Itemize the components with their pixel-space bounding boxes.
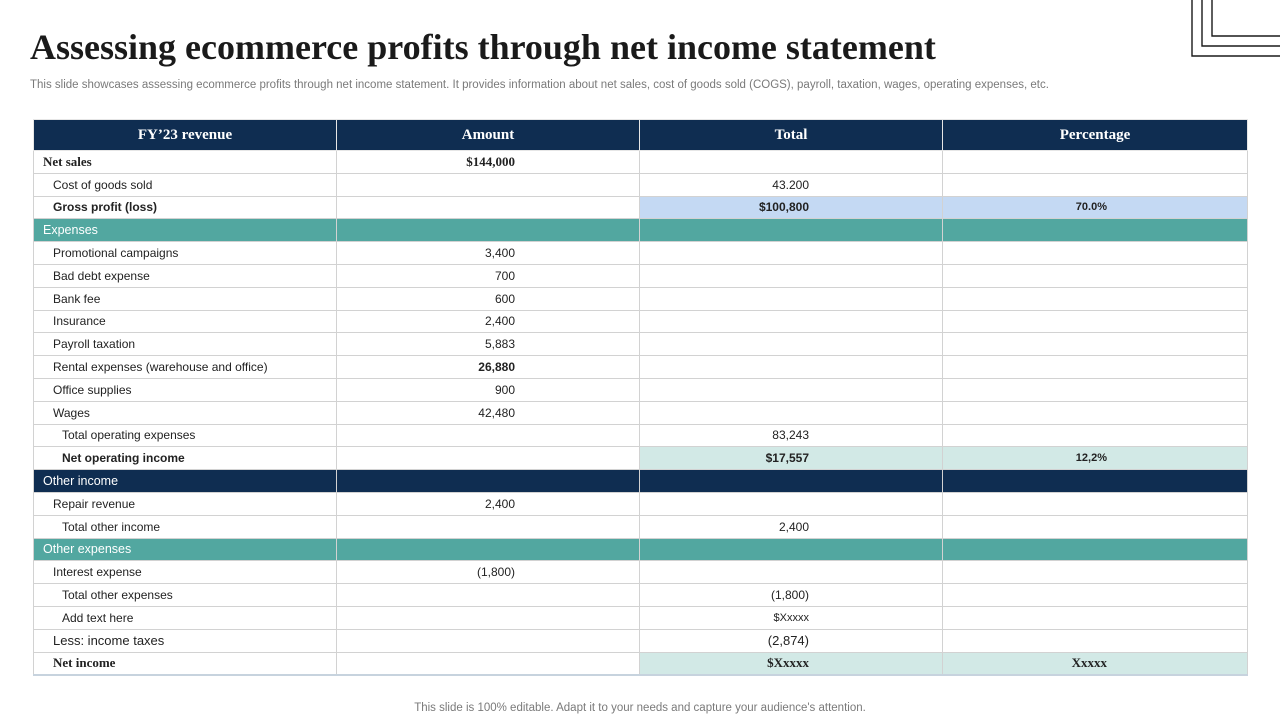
row-amount: 2,400 xyxy=(336,491,640,516)
table-row-interest-expense: Interest expense (1,800) xyxy=(33,560,1248,585)
row-label: Wages xyxy=(33,400,337,425)
row-label: Insurance xyxy=(33,309,337,334)
table-row-add-text: Add text here $Xxxxx xyxy=(33,605,1248,630)
table-row-gross-profit: Gross profit (loss) $100,800 70.0% xyxy=(33,195,1248,220)
row-label: Net sales xyxy=(33,150,337,174)
header-percentage: Percentage xyxy=(942,119,1248,151)
row-total: 2,400 xyxy=(639,514,943,539)
table-row-net-income: Net income $Xxxxx Xxxxx xyxy=(33,651,1248,677)
row-label: Total operating expenses xyxy=(33,423,337,448)
row-label: Office supplies xyxy=(33,377,337,402)
header-amount: Amount xyxy=(336,119,640,151)
table-row-total-other-income: Total other income 2,400 xyxy=(33,514,1248,539)
table-row-expense: Wages 42,480 xyxy=(33,400,1248,425)
row-label: Total other income xyxy=(33,514,337,539)
row-amount: 42,480 xyxy=(336,400,640,425)
table-row-income-taxes: Less: income taxes (2,874) xyxy=(33,628,1248,653)
row-amount: 600 xyxy=(336,286,640,311)
row-label: Bad debt expense xyxy=(33,263,337,288)
table-row-expense: Promotional campaigns 3,400 xyxy=(33,241,1248,265)
corner-decoration xyxy=(1191,0,1280,57)
row-label: Less: income taxes xyxy=(33,628,337,653)
row-total: 83,243 xyxy=(639,423,943,448)
table-row-cogs: Cost of goods sold 43.200 xyxy=(33,172,1248,197)
row-amount: $144,000 xyxy=(336,150,640,174)
row-total: $Xxxxx xyxy=(639,651,943,677)
header-revenue: FY’23 revenue xyxy=(33,119,337,151)
row-amount: 26,880 xyxy=(336,355,640,379)
row-percentage: 12,2% xyxy=(942,446,1248,471)
section-label: Other income xyxy=(33,469,337,493)
row-total: (1,800) xyxy=(639,583,943,607)
table-row-total-operating: Total operating expenses 83,243 xyxy=(33,423,1248,448)
table-row-expense: Bank fee 600 xyxy=(33,286,1248,311)
section-expenses: Expenses xyxy=(33,218,1248,243)
row-percentage: Xxxxx xyxy=(942,651,1248,677)
row-label: Repair revenue xyxy=(33,491,337,516)
income-statement-table: FY’23 revenue Amount Total Percentage Ne… xyxy=(33,119,1248,677)
page-title: Assessing ecommerce profits through net … xyxy=(30,27,936,67)
table-header-row: FY’23 revenue Amount Total Percentage xyxy=(33,119,1248,151)
row-total: $Xxxxx xyxy=(639,605,943,630)
footer-note: This slide is 100% editable. Adapt it to… xyxy=(414,702,866,714)
row-amount: 2,400 xyxy=(336,309,640,334)
table-row-total-other-expenses: Total other expenses (1,800) xyxy=(33,583,1248,607)
row-label: Total other expenses xyxy=(33,583,337,607)
row-total: 43.200 xyxy=(639,172,943,197)
section-other-income: Other income xyxy=(33,469,1248,493)
table-row-expense: Office supplies 900 xyxy=(33,377,1248,402)
row-label: Interest expense xyxy=(33,560,337,585)
table-row-expense: Payroll taxation 5,883 xyxy=(33,332,1248,357)
row-amount: 900 xyxy=(336,377,640,402)
row-label: Rental expenses (warehouse and office) xyxy=(33,355,337,379)
section-other-expenses: Other expenses xyxy=(33,537,1248,562)
section-label: Expenses xyxy=(33,218,337,243)
row-label: Promotional campaigns xyxy=(33,241,337,265)
table-row-repair-revenue: Repair revenue 2,400 xyxy=(33,491,1248,516)
row-percentage: 70.0% xyxy=(942,195,1248,220)
row-total: $100,800 xyxy=(639,195,943,220)
table-row-net-sales: Net sales $144,000 xyxy=(33,150,1248,174)
header-total: Total xyxy=(639,119,943,151)
row-label: Gross profit (loss) xyxy=(33,195,337,220)
table-row-net-operating: Net operating income $17,557 12,2% xyxy=(33,446,1248,471)
table-row-expense: Bad debt expense 700 xyxy=(33,263,1248,288)
table-row-expense: Insurance 2,400 xyxy=(33,309,1248,334)
section-label: Other expenses xyxy=(33,537,337,562)
row-label: Net income xyxy=(33,651,337,677)
row-amount: 5,883 xyxy=(336,332,640,357)
row-amount: (1,800) xyxy=(336,560,640,585)
row-label: Net operating income xyxy=(33,446,337,471)
table-row-expense: Rental expenses (warehouse and office) 2… xyxy=(33,355,1248,379)
row-label: Bank fee xyxy=(33,286,337,311)
row-amount: 700 xyxy=(336,263,640,288)
row-total: (2,874) xyxy=(639,628,943,653)
row-total: $17,557 xyxy=(639,446,943,471)
row-label: Add text here xyxy=(33,605,337,630)
page-subtitle: This slide showcases assessing ecommerce… xyxy=(30,79,1049,91)
row-amount: 3,400 xyxy=(336,241,640,265)
row-label: Cost of goods sold xyxy=(33,172,337,197)
row-label: Payroll taxation xyxy=(33,332,337,357)
